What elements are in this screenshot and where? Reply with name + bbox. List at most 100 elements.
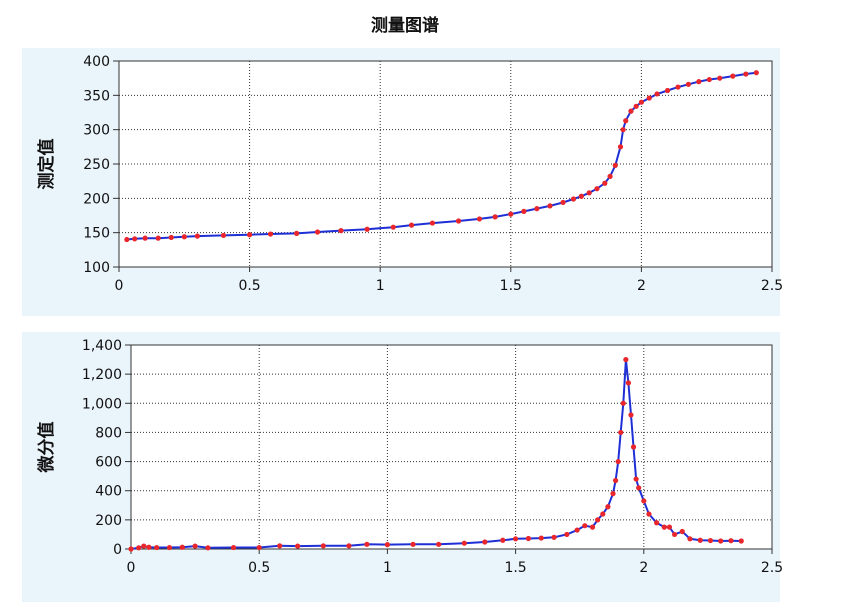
data-point: [220, 232, 227, 239]
data-point: [730, 73, 736, 79]
x-tick-label: 2: [637, 278, 646, 294]
data-point: [295, 543, 301, 549]
data-point: [666, 524, 673, 530]
data-point: [671, 531, 678, 538]
y-tick-label: 200: [83, 191, 110, 207]
data-point: [436, 541, 442, 547]
y-tick-label: 150: [83, 226, 110, 242]
data-point: [492, 214, 498, 220]
data-point: [738, 538, 744, 544]
data-point: [743, 71, 749, 77]
data-point: [513, 536, 519, 542]
data-point: [364, 541, 370, 547]
data-point: [429, 220, 436, 226]
data-point: [205, 545, 211, 551]
data-point: [646, 511, 652, 517]
data-point: [141, 543, 147, 549]
data-point: [136, 545, 142, 551]
y-tick-label: 1,400: [82, 338, 122, 354]
data-point: [155, 235, 161, 241]
y-tick-label: 1,000: [82, 396, 122, 412]
data-point: [538, 535, 544, 541]
data-point: [230, 544, 237, 551]
data-point: [696, 79, 702, 85]
data-point: [589, 524, 596, 530]
data-point: [390, 224, 396, 230]
data-point: [128, 546, 134, 552]
data-point: [142, 235, 148, 241]
x-tick-label: 1: [383, 560, 392, 576]
data-point: [525, 535, 532, 542]
y-tick-label: 400: [83, 54, 110, 70]
data-point: [620, 400, 626, 406]
data-point: [706, 76, 712, 83]
top-plot: 0 0.5 1 1.5 2 2.5 100 150 200 250 300 350 400 测定值: [36, 54, 783, 294]
data-point: [482, 539, 488, 545]
data-point: [408, 222, 415, 228]
data-point: [168, 234, 174, 241]
bottom-grid: [131, 345, 772, 549]
data-point: [602, 180, 608, 186]
data-point: [594, 186, 600, 192]
y-tick-label: 100: [83, 260, 110, 276]
data-point: [654, 520, 660, 526]
data-point: [461, 540, 467, 546]
data-point: [574, 527, 580, 533]
y-tick-label: 600: [95, 455, 122, 471]
bottom-plot: 0 0.5 1 1.5 2 2.5 0 200 400 600 800 1,000 1,200 1,400…: [36, 338, 783, 576]
data-point: [617, 144, 624, 150]
data-point: [320, 543, 326, 549]
data-point: [384, 542, 390, 548]
data-point: [346, 543, 352, 549]
data-point: [586, 190, 592, 196]
data-point: [132, 236, 138, 242]
data-point: [551, 534, 557, 540]
data-point: [547, 203, 553, 209]
data-point: [679, 528, 685, 535]
x-tick-label: 1.5: [504, 560, 526, 576]
data-point: [181, 234, 187, 240]
data-point: [661, 524, 667, 530]
bottom-series: [128, 356, 744, 552]
top-series: [124, 70, 759, 243]
x-tick-label: 0: [115, 278, 124, 294]
y-tick-label: 200: [95, 513, 122, 529]
data-point: [364, 226, 370, 232]
y-tick-label: 250: [83, 157, 110, 173]
data-point: [641, 498, 647, 504]
data-point: [628, 412, 634, 418]
data-point: [633, 476, 639, 482]
data-point: [664, 87, 671, 94]
data-point: [294, 230, 300, 236]
data-point: [410, 541, 416, 547]
data-point: [560, 199, 566, 206]
data-point: [256, 544, 262, 551]
x-tick-label: 2.5: [761, 560, 783, 576]
y-tick-label: 0: [113, 542, 122, 558]
y-tick-label: 800: [95, 425, 122, 441]
x-tick-label: 2.5: [761, 278, 783, 294]
y-tick-label: 300: [83, 123, 110, 139]
data-point: [521, 208, 527, 214]
data-point: [595, 517, 601, 523]
data-point: [685, 81, 692, 87]
data-point: [570, 196, 577, 202]
y-tick-label: 1,200: [82, 367, 122, 383]
top-ticks: 0 0.5 1 1.5 2 2.5 100 150 200 250 300 350 400: [83, 54, 783, 294]
data-point: [628, 108, 634, 114]
data-point: [633, 103, 639, 109]
data-point: [638, 99, 645, 105]
x-tick-label: 2: [639, 560, 648, 576]
data-point: [564, 531, 570, 538]
data-point: [625, 380, 632, 386]
data-point: [192, 543, 198, 549]
data-point: [277, 543, 283, 549]
data-point: [675, 84, 681, 90]
data-point: [654, 91, 660, 97]
bottom-ticks: 0 0.5 1 1.5 2 2.5 0 200 400 600 800 1,000 1,200 1,400: [82, 338, 783, 576]
y-tick-label: 350: [83, 88, 110, 104]
data-point: [612, 162, 618, 168]
bottom-plot-area: [130, 344, 773, 550]
bottom-y-axis-label: 微分值: [36, 422, 57, 474]
